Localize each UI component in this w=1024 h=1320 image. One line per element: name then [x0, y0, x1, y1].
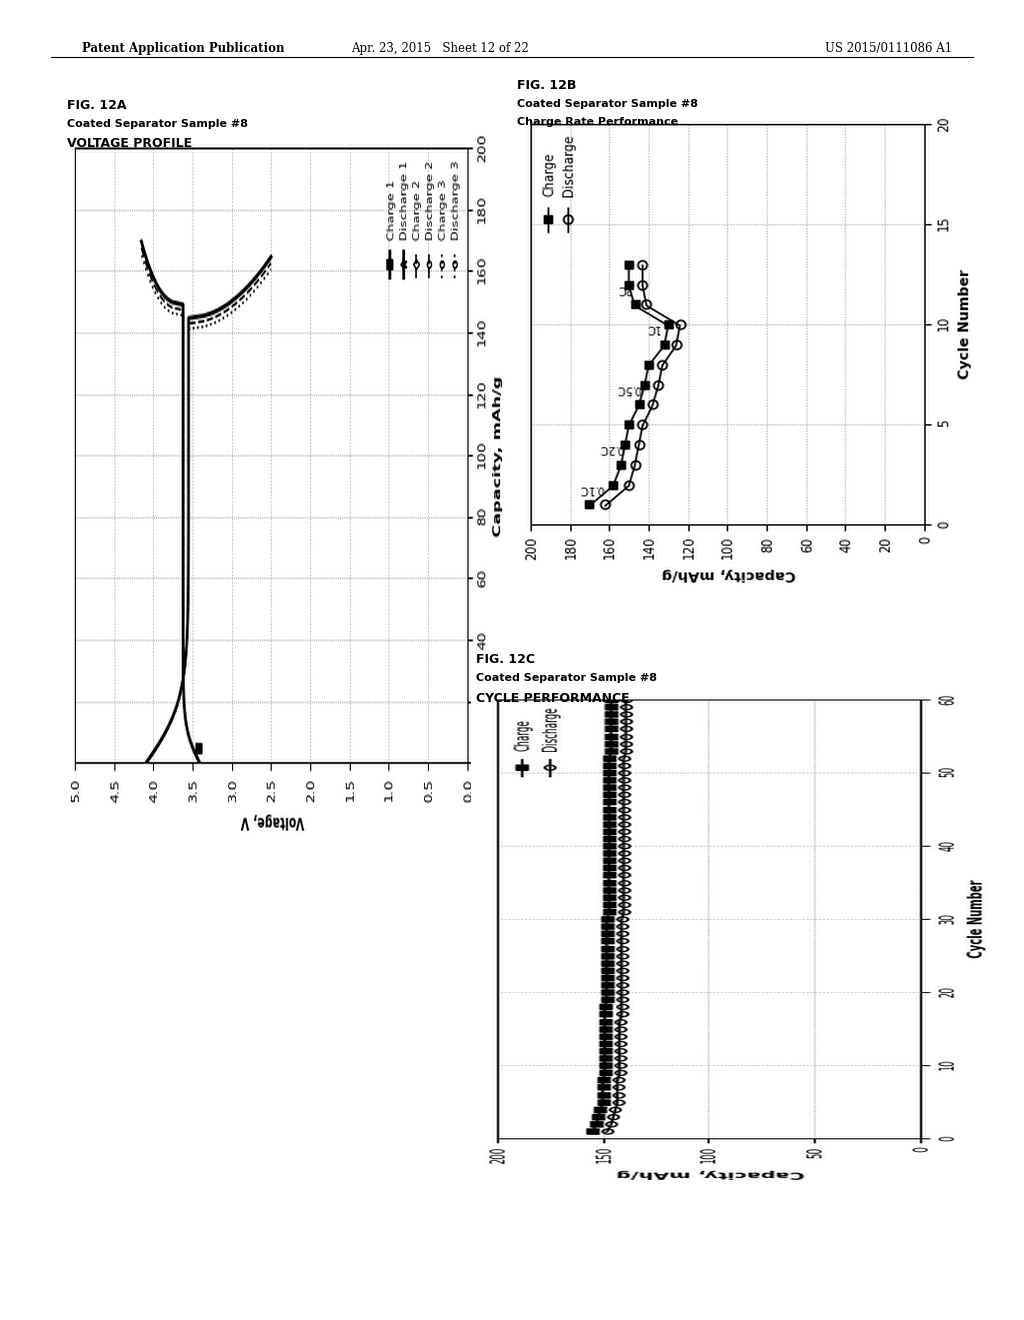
Text: Coated Separator Sample #8: Coated Separator Sample #8: [517, 99, 698, 110]
Text: CYCLE PERFORMANCE: CYCLE PERFORMANCE: [476, 692, 630, 705]
Text: Apr. 23, 2015   Sheet 12 of 22: Apr. 23, 2015 Sheet 12 of 22: [351, 42, 529, 55]
Text: FIG. 12B: FIG. 12B: [517, 79, 577, 92]
Text: Coated Separator Sample #8: Coated Separator Sample #8: [476, 673, 657, 684]
Text: FIG. 12A: FIG. 12A: [67, 99, 126, 112]
Text: US 2015/0111086 A1: US 2015/0111086 A1: [825, 42, 952, 55]
Text: VOLTAGE PROFILE: VOLTAGE PROFILE: [67, 137, 191, 150]
Text: Patent Application Publication: Patent Application Publication: [82, 42, 285, 55]
Text: Charge Rate Performance: Charge Rate Performance: [517, 117, 678, 128]
Text: FIG. 12C: FIG. 12C: [476, 653, 536, 667]
Text: Coated Separator Sample #8: Coated Separator Sample #8: [67, 119, 248, 129]
